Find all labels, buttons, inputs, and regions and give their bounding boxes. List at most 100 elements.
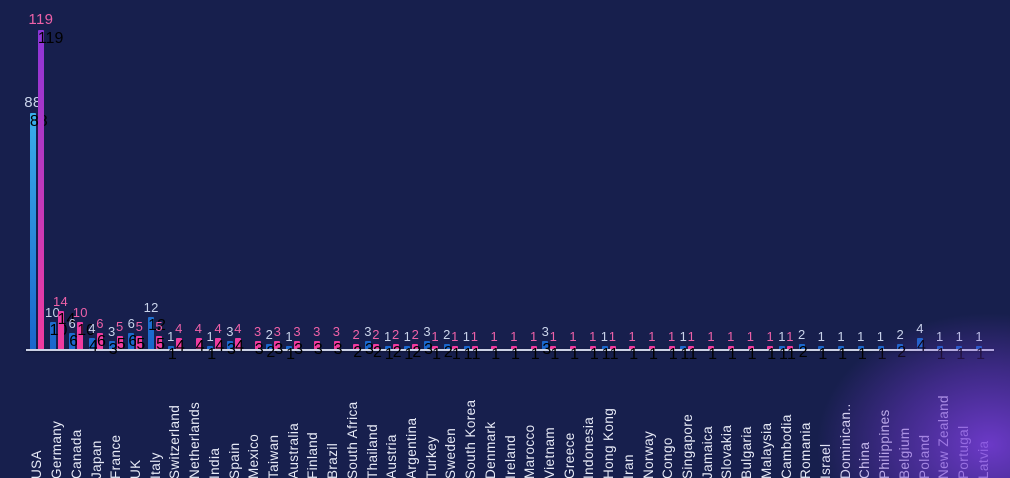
pink-series-bar[interactable]: 1 [787, 346, 796, 363]
blue-series-bar[interactable]: 4 [89, 338, 98, 355]
blue-series-bar[interactable]: 4 [917, 338, 926, 355]
pink-series-bar[interactable]: 4 [215, 338, 225, 355]
blue-series-bar[interactable]: 1 [956, 346, 966, 363]
x-tick-label-austria[interactable]: Austria [383, 357, 401, 478]
x-tick-label-slovakia[interactable]: Slovakia [718, 357, 736, 478]
pink-series-bar[interactable]: 1 [471, 346, 481, 363]
pink-series-bar[interactable]: 1 [688, 346, 698, 363]
blue-series-bar[interactable]: 6 [128, 333, 138, 350]
x-tick-label-sweden[interactable]: Sweden [442, 357, 460, 478]
x-tick-label-malaysia[interactable]: Malaysia [757, 357, 775, 478]
blue-series-bar[interactable]: 1 [207, 346, 217, 363]
blue-series-bar[interactable]: 6 [69, 333, 79, 350]
x-tick-label-china[interactable]: China [856, 357, 874, 478]
blue-series-bar[interactable]: 3 [365, 341, 374, 358]
x-tick-label-finland[interactable]: Finland [304, 357, 322, 478]
x-tick-label-belgium[interactable]: Belgium [895, 357, 913, 478]
x-tick-label-latvia[interactable]: Latvia [974, 357, 992, 478]
blue-series-bar[interactable]: 1 [286, 346, 296, 363]
pink-series-bar[interactable]: 1 [451, 346, 461, 363]
x-tick-label-mexico[interactable]: Mexico [245, 357, 263, 478]
blue-series-bar[interactable]: 12 [148, 317, 166, 349]
pink-series-bar[interactable]: 1 [609, 346, 619, 363]
blue-series-bar[interactable]: 1 [680, 346, 690, 363]
pink-series-bar[interactable]: 4 [175, 338, 185, 355]
x-tick-label-france[interactable]: France [107, 357, 125, 478]
blue-series-bar[interactable]: 1 [976, 346, 986, 363]
x-tick-label-ireland[interactable]: Ireland [501, 357, 519, 478]
pink-series-bar[interactable]: 5 [136, 336, 146, 353]
pink-series-bar[interactable]: 2 [353, 344, 363, 361]
blue-series-bar[interactable]: 3 [108, 341, 118, 358]
x-tick-label-italy[interactable]: Italy [146, 357, 164, 478]
x-tick-label-turkey[interactable]: Turkey [422, 357, 440, 478]
x-tick-label-south-africa[interactable]: South Africa [343, 357, 361, 478]
blue-series-bar[interactable]: 1 [167, 346, 177, 363]
pink-series-bar[interactable]: 1 [649, 346, 658, 363]
x-tick-label-iran[interactable]: Iran [619, 357, 637, 478]
x-tick-label-vietnam[interactable]: Vietnam [540, 357, 558, 478]
x-tick-label-switzerland[interactable]: Switzerland [166, 357, 184, 478]
blue-series-bar[interactable]: 1 [818, 346, 828, 363]
pink-series-bar[interactable]: 119 [37, 30, 63, 349]
blue-series-bar[interactable]: 2 [897, 344, 907, 361]
blue-series-bar[interactable]: 1 [384, 346, 394, 363]
blue-series-bar[interactable]: 1 [779, 346, 788, 363]
x-tick-label-romania[interactable]: Romania [797, 357, 815, 478]
pink-series-bar[interactable]: 3 [313, 341, 323, 358]
x-tick-label-argentina[interactable]: Argentina [402, 357, 420, 478]
x-tick-label-australia[interactable]: Australia [284, 357, 302, 478]
blue-series-bar[interactable]: 1 [936, 346, 946, 363]
pink-series-bar[interactable]: 3 [254, 341, 264, 358]
x-tick-label-thailand[interactable]: Thailand [363, 357, 381, 478]
pink-series-bar[interactable]: 2 [373, 344, 382, 361]
pink-series-bar[interactable]: 1 [589, 346, 599, 363]
pink-series-bar[interactable]: 1 [708, 346, 718, 363]
x-tick-label-south-korea[interactable]: South Korea [462, 357, 480, 478]
pink-series-bar[interactable]: 2 [392, 344, 402, 361]
x-tick-label-india[interactable]: India [205, 357, 223, 478]
pink-series-bar[interactable]: 1 [727, 346, 737, 363]
x-tick-label-greece[interactable]: Greece [560, 357, 578, 478]
blue-series-bar[interactable]: 1 [463, 346, 473, 363]
x-tick-label-netherlands[interactable]: Netherlands [186, 357, 204, 478]
x-tick-label-brazil[interactable]: Brazil [324, 357, 342, 478]
x-tick-label-indonesia[interactable]: Indonesia [580, 357, 598, 478]
pink-series-bar[interactable]: 1 [767, 346, 777, 363]
x-tick-label-dominican[interactable]: Dominican.. [836, 357, 854, 478]
pink-series-bar[interactable]: 3 [333, 341, 342, 358]
x-tick-label-norway[interactable]: Norway [639, 357, 657, 478]
x-tick-label-poland[interactable]: Poland [915, 357, 933, 478]
x-tick-label-spain[interactable]: Spain [225, 357, 243, 478]
pink-series-bar[interactable]: 3 [294, 341, 303, 358]
pink-series-bar[interactable]: 1 [550, 346, 560, 363]
x-tick-label-bulgaria[interactable]: Bulgaria [738, 357, 756, 478]
x-tick-label-singapore[interactable]: Singapore [678, 357, 696, 478]
x-tick-label-new-zealand[interactable]: New Zealand [935, 357, 953, 478]
blue-series-bar[interactable]: 1 [404, 346, 414, 363]
blue-series-bar[interactable]: 10 [49, 322, 67, 349]
pink-series-bar[interactable]: 3 [274, 341, 283, 358]
x-tick-label-uk[interactable]: UK [126, 357, 144, 478]
x-tick-label-israel[interactable]: Israel [816, 357, 834, 478]
blue-series-bar[interactable]: 2 [266, 344, 276, 361]
pink-series-bar[interactable]: 1 [747, 346, 757, 363]
blue-series-bar[interactable]: 88 [29, 113, 48, 349]
blue-series-bar[interactable]: 2 [443, 344, 453, 361]
x-tick-label-cambodia[interactable]: Cambodia [777, 357, 795, 478]
x-tick-label-taiwan[interactable]: Taiwan [264, 357, 282, 478]
x-tick-label-marocco[interactable]: Marocco [521, 357, 539, 478]
pink-series-bar[interactable]: 6 [97, 333, 106, 350]
pink-series-bar[interactable]: 5 [156, 336, 166, 353]
x-tick-label-denmark[interactable]: Denmark [481, 357, 499, 478]
blue-series-bar[interactable]: 1 [838, 346, 848, 363]
blue-series-bar[interactable]: 1 [857, 346, 867, 363]
x-tick-label-portugal[interactable]: Portugal [954, 357, 972, 478]
blue-series-bar[interactable]: 2 [798, 344, 808, 361]
x-tick-label-canada[interactable]: Canada [67, 357, 85, 478]
pink-series-bar[interactable]: 1 [432, 346, 442, 363]
x-tick-label-congo[interactable]: Congo [659, 357, 677, 478]
x-tick-label-hong-kong[interactable]: Hong Kong [600, 357, 618, 478]
x-tick-label-philippines[interactable]: Philippines [876, 357, 894, 478]
blue-series-bar[interactable]: 3 [424, 341, 433, 358]
